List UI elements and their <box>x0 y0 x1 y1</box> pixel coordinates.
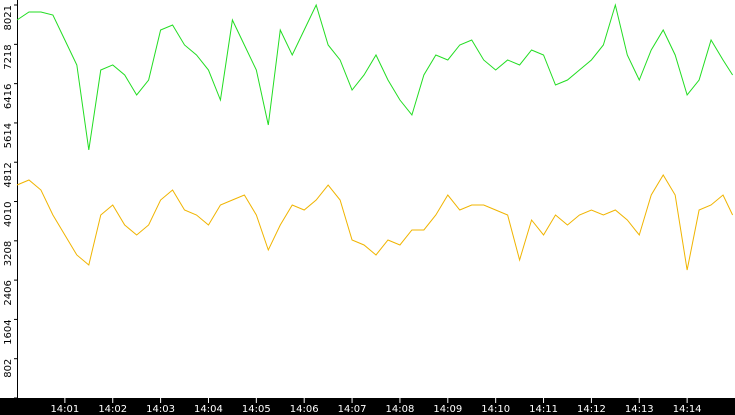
x-axis-band <box>0 398 735 415</box>
x-tick-label: 14:10 <box>481 404 510 415</box>
x-tick-label: 14:02 <box>98 404 127 415</box>
x-tick-label: 14:08 <box>386 404 415 415</box>
y-tick-label: 8021 <box>3 5 14 30</box>
x-tick-label: 14:01 <box>50 404 79 415</box>
x-tick-label: 14:03 <box>146 404 175 415</box>
y-tick-label: 3208 <box>3 241 14 266</box>
y-tick-label: 4010 <box>3 202 14 227</box>
y-tick-label: 5614 <box>3 123 14 148</box>
y-tick-label: 802 <box>3 359 14 378</box>
y-tick-label: 7218 <box>3 44 14 69</box>
y-tick-label: 0 <box>3 398 14 404</box>
series-line <box>16 3 734 151</box>
x-tick-label: 14:06 <box>290 404 319 415</box>
y-tick-label: 4812 <box>3 162 14 187</box>
x-tick-label: 14:04 <box>194 404 223 415</box>
x-tick-label: 14:14 <box>673 404 702 415</box>
x-tick-label: 14:11 <box>529 404 558 415</box>
x-tick-label: 14:09 <box>433 404 462 415</box>
y-tick-label: 2406 <box>3 280 14 305</box>
x-tick-label: 14:05 <box>242 404 271 415</box>
series-line <box>16 174 734 271</box>
x-tick-label: 14:12 <box>577 404 606 415</box>
x-tick-label: 14:07 <box>338 404 367 415</box>
x-tick-label: 14:13 <box>625 404 654 415</box>
y-tick-label: 6416 <box>3 84 14 109</box>
y-tick-label: 1604 <box>3 319 14 344</box>
